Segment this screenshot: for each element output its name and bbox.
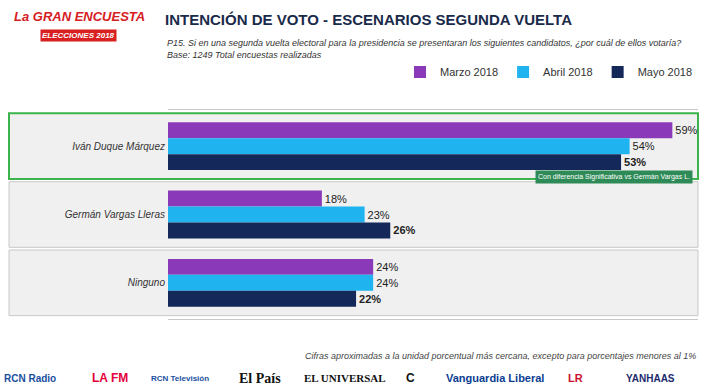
svg-text:23%: 23% xyxy=(368,209,390,221)
svg-text:Iván Duque Márquez: Iván Duque Márquez xyxy=(72,141,165,152)
svg-text:24%: 24% xyxy=(376,261,398,273)
svg-text:Abril 2018: Abril 2018 xyxy=(543,66,593,78)
svg-text:ELECCIONES 2018: ELECCIONES 2018 xyxy=(42,31,115,40)
svg-text:54%: 54% xyxy=(633,140,655,152)
svg-text:Germán Vargas Lleras: Germán Vargas Lleras xyxy=(65,209,165,220)
svg-text:LR: LR xyxy=(568,372,583,384)
svg-text:EL UNIVERSAL: EL UNIVERSAL xyxy=(304,372,386,384)
svg-text:La GRAN ENCUESTA: La GRAN ENCUESTA xyxy=(14,9,145,24)
svg-text:24%: 24% xyxy=(376,277,398,289)
svg-text:Vanguardia Liberal: Vanguardia Liberal xyxy=(446,372,544,384)
svg-text:Mayo 2018: Mayo 2018 xyxy=(638,66,692,78)
svg-text:RCN Televisión: RCN Televisión xyxy=(151,374,209,383)
svg-text:LA FM: LA FM xyxy=(92,371,128,385)
svg-text:C: C xyxy=(406,371,415,385)
svg-text:22%: 22% xyxy=(359,293,381,305)
svg-text:53%: 53% xyxy=(624,156,646,168)
svg-text:El País: El País xyxy=(239,371,281,386)
svg-text:59%: 59% xyxy=(675,124,697,136)
svg-text:RCN Radio: RCN Radio xyxy=(4,373,56,384)
svg-text:Ninguno: Ninguno xyxy=(128,277,166,288)
svg-text:Marzo 2018: Marzo 2018 xyxy=(440,66,498,78)
svg-text:INTENCIÓN DE VOTO - ESCENARIOS: INTENCIÓN DE VOTO - ESCENARIOS SEGUNDA V… xyxy=(165,11,572,28)
svg-text:P15. Si en una segunda vuelta: P15. Si en una segunda vuelta electoral … xyxy=(167,38,681,60)
svg-text:18%: 18% xyxy=(325,193,347,205)
svg-text:Con diferencia Significativa v: Con diferencia Significativa vs Germán V… xyxy=(538,173,690,181)
svg-text:Cifras aproximadas a la unidad: Cifras aproximadas a la unidad porcentua… xyxy=(305,351,696,361)
svg-text:YANHAAS: YANHAAS xyxy=(626,373,675,384)
svg-text:26%: 26% xyxy=(393,224,415,236)
